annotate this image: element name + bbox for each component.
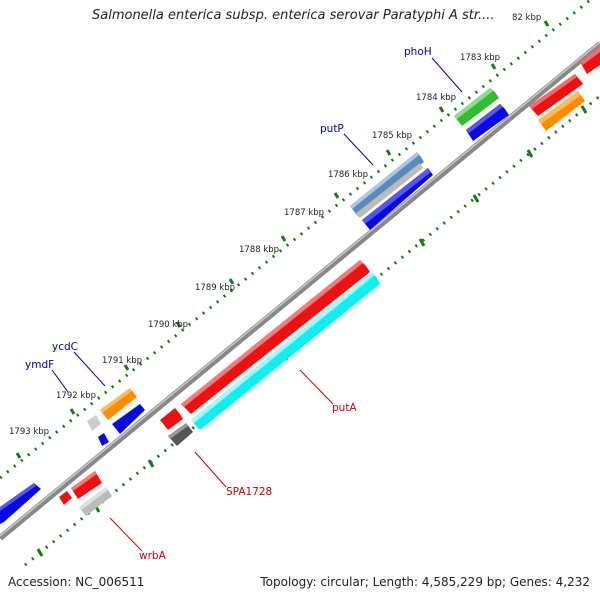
tick-label-1783kbp: 1783 kbp xyxy=(460,53,500,63)
map-title: Salmonella enterica subsp. enterica sero… xyxy=(92,8,495,23)
gene-ymdF-blue[interactable] xyxy=(98,433,109,446)
gene-large-red[interactable] xyxy=(181,260,370,414)
gene-SPA1728[interactable] xyxy=(168,423,193,446)
gene-putP-grey[interactable] xyxy=(355,163,423,218)
gene-ycdC-blue[interactable] xyxy=(112,404,145,434)
label-putP[interactable]: putP xyxy=(320,123,344,135)
putP-leader xyxy=(343,133,374,166)
tick-label-82kbp: 82 kbp xyxy=(512,13,541,23)
tick-label-1784kbp: 1784 kbp xyxy=(416,93,456,103)
gene-ycdC-orange[interactable] xyxy=(100,388,137,420)
label-phoH[interactable]: phoH xyxy=(404,46,432,58)
tick-label-1788kbp: 1788 kbp xyxy=(239,245,279,255)
gene-putP[interactable] xyxy=(350,152,424,214)
gene-upper-right-red[interactable] xyxy=(529,74,583,116)
SPA1728-leader xyxy=(194,451,227,488)
gene-upper-right-pair[interactable] xyxy=(580,47,600,74)
tick-label-1791kbp: 1791 kbp xyxy=(102,356,142,366)
outer-tick-ring xyxy=(0,0,593,480)
phoH-leader xyxy=(431,57,463,93)
gene-orange-right[interactable] xyxy=(538,91,585,131)
gene-wrbA[interactable] xyxy=(79,487,112,516)
label-wrbA[interactable]: wrbA xyxy=(139,550,167,562)
gene-putP-neighbor-blue[interactable] xyxy=(362,168,433,230)
tick-label-1785kbp: 1785 kbp xyxy=(372,131,412,141)
label-SPA1728[interactable]: SPA1728 xyxy=(226,486,272,498)
ymdF-leader xyxy=(51,369,69,393)
tick-label-1786kbp: 1786 kbp xyxy=(328,170,368,180)
label-ymdF[interactable]: ymdF xyxy=(25,359,54,371)
gene-small-red[interactable] xyxy=(160,408,183,430)
accession-text: Accession: NC_006511 xyxy=(8,575,145,589)
tick-label-1790kbp: 1790 kbp xyxy=(148,320,188,330)
gene-wrbA-red[interactable] xyxy=(71,471,102,499)
genome-backbone xyxy=(0,41,600,541)
backbone-highlight xyxy=(0,41,600,537)
tick-label-1792kbp: 1792 kbp xyxy=(56,391,96,401)
tick-label-1789kbp: 1789 kbp xyxy=(195,283,235,293)
label-ycdC[interactable]: ycdC xyxy=(52,341,78,353)
gene-putA[interactable] xyxy=(191,272,380,430)
putA-leader xyxy=(299,369,334,405)
genome-summary-text: Topology: circular; Length: 4,585,229 bp… xyxy=(260,575,590,589)
tick-label-1793kbp: 1793 kbp xyxy=(9,427,49,437)
wrbA-leader xyxy=(109,517,143,552)
outer-ring-major-ticks xyxy=(15,20,550,459)
gene-wrbA-red-small[interactable] xyxy=(59,491,72,505)
gene-phoH[interactable] xyxy=(454,88,499,126)
tick-label-1787kbp: 1787 kbp xyxy=(284,208,324,218)
ycdC-leader xyxy=(73,351,106,387)
label-putA[interactable]: putA xyxy=(332,402,357,414)
gene-ymdF-grey[interactable] xyxy=(87,415,101,431)
gene-lower-left-blue[interactable] xyxy=(0,483,41,524)
gene-phoH-neighbor-blue[interactable] xyxy=(466,104,509,141)
